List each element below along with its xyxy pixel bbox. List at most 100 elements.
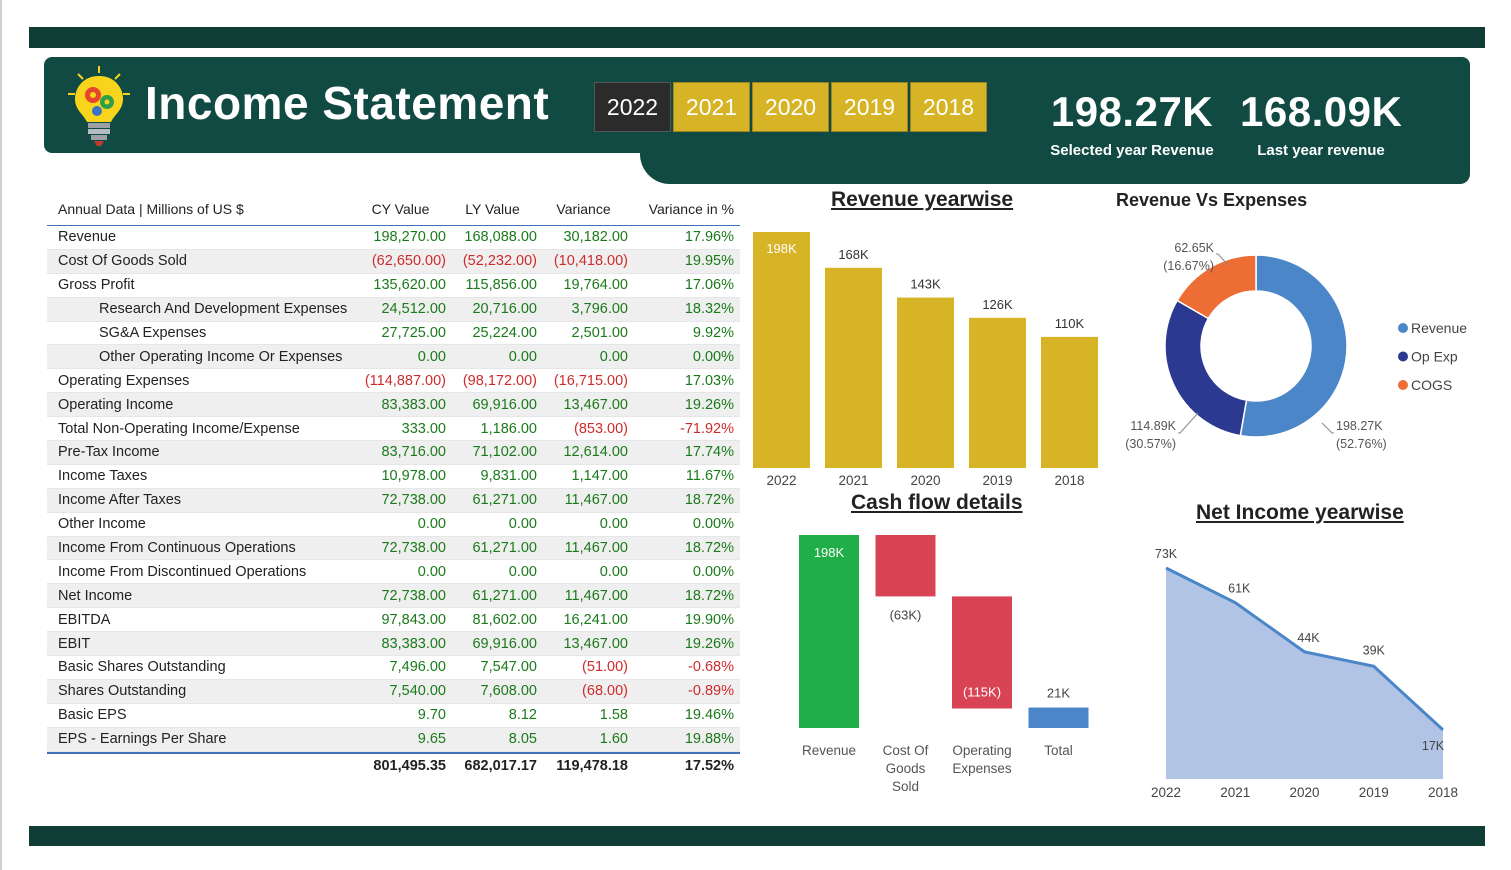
- table-row[interactable]: EPS - Earnings Per Share 9.65 8.05 1.60 19.8…: [47, 727, 740, 752]
- cell-ly-value: 8.05: [508, 731, 537, 748]
- cashflow-waterfall-chart[interactable]: 198K Revenue (63K) Cost Of Goods Sold (115K) Op…: [785, 525, 1105, 805]
- table-row[interactable]: Total Non-Operating Income/Expense 333.00…: [47, 417, 740, 442]
- table-row[interactable]: Income From Discontinued Operations 0.00 0…: [47, 560, 740, 585]
- cell-ly-value: 0.00: [508, 348, 537, 365]
- table-row[interactable]: Income After Taxes 72,738.00 61,271.00 11,4…: [47, 488, 740, 513]
- cell-ly-value: 8.12: [508, 707, 537, 724]
- header-ly-value[interactable]: LY Value: [465, 200, 520, 217]
- waterfall-x-tick: Expenses: [952, 761, 1012, 776]
- cell-variance-pct: -71.92%: [679, 420, 734, 437]
- cell-variance-pct: 17.06%: [684, 277, 734, 294]
- table-row[interactable]: Other Income 0.00 0.00 0.00 0.00%: [47, 513, 740, 537]
- cell-ly-value: 115,856.00: [465, 277, 538, 294]
- net-income-data-label: 44K: [1297, 631, 1320, 645]
- cell-variance: 30,182.00: [563, 229, 628, 246]
- net-income-x-tick: 2019: [1359, 785, 1389, 800]
- row-label: Other Operating Income Or Expenses: [99, 348, 343, 365]
- header-annual-data[interactable]: Annual Data | Millions of US $: [58, 200, 244, 217]
- waterfall-x-tick: Sold: [892, 779, 919, 794]
- table-row[interactable]: Other Operating Income Or Expenses 0.00 0.…: [47, 345, 740, 370]
- waterfall-x-tick: Operating: [952, 743, 1011, 758]
- revenue-data-label: 126K: [982, 297, 1013, 312]
- table-row[interactable]: Research And Development Expenses 24,512.…: [47, 297, 740, 322]
- cell-ly-value: 0.00: [508, 563, 537, 580]
- cell-variance: 11,467.00: [564, 492, 628, 509]
- cell-variance: (853.00): [573, 420, 628, 437]
- lightbulb-gears-icon: [68, 66, 130, 146]
- donut-pct-label: (16.67%): [1163, 259, 1214, 273]
- table-row[interactable]: Cost Of Goods Sold (62,650.00) (52,232.00)…: [47, 249, 740, 274]
- year-tab-2019[interactable]: 2019: [831, 82, 908, 132]
- table-row[interactable]: SG&A Expenses 27,725.00 25,224.00 2,501.00 9…: [47, 322, 740, 346]
- row-label: Total Non-Operating Income/Expense: [58, 420, 300, 437]
- table-row[interactable]: Basic Shares Outstanding 7,496.00 7,547.00…: [47, 656, 740, 680]
- waterfall-bar: [1028, 707, 1089, 728]
- table-row[interactable]: Income Taxes 10,978.00 9,831.00 1,147.00 11.…: [47, 465, 740, 489]
- cell-ly-value: 61,271.00: [472, 540, 537, 557]
- cell-variance-pct: 19.90%: [684, 611, 734, 628]
- cell-cy-value: 83,383.00: [381, 635, 446, 652]
- cell-variance-pct: -0.68%: [688, 659, 734, 676]
- year-tab-2021[interactable]: 2021: [673, 82, 750, 132]
- left-frame-line: [0, 0, 2, 870]
- table-row[interactable]: Basic EPS 9.70 8.12 1.58 19.46%: [47, 704, 740, 728]
- table-row[interactable]: Pre-Tax Income 83,716.00 71,102.00 12,614.0…: [47, 441, 740, 465]
- table-row[interactable]: EBIT 83,383.00 69,916.00 13,467.00 19.26%: [47, 632, 740, 657]
- kpi-value: 198.27K: [1050, 88, 1214, 135]
- kpi-last-year-revenue: 168.09K Last year revenue: [1240, 88, 1402, 159]
- table-row[interactable]: Operating Expenses (114,887.00) (98,172.00…: [47, 369, 740, 394]
- revenue-x-tick: 2022: [766, 473, 796, 488]
- cell-variance-pct: 19.46%: [684, 707, 734, 724]
- revenue-bar: [897, 297, 954, 468]
- cell-ly-value: 0.00: [508, 516, 537, 533]
- donut-value-label: 198.27K: [1336, 419, 1383, 433]
- table-row[interactable]: Gross Profit 135,620.00 115,856.00 19,764.0…: [47, 274, 740, 298]
- header-cy-value[interactable]: CY Value: [371, 200, 430, 217]
- table-row[interactable]: Shares Outstanding 7,540.00 7,608.00 (68.00…: [47, 679, 740, 704]
- row-label: Net Income: [58, 587, 133, 604]
- cell-cy-value: 7,540.00: [389, 683, 446, 700]
- donut-pct-label: (30.57%): [1125, 437, 1176, 451]
- net-income-data-label: 61K: [1228, 582, 1251, 596]
- cell-ly-value: 71,102.00: [472, 444, 537, 461]
- table-body: Revenue 198,270.00 168,088.00 30,182.00 17.9…: [47, 226, 740, 752]
- cell-cy-value: 9.70: [417, 707, 446, 724]
- row-label: Other Income: [58, 516, 146, 533]
- cell-cy-value: 97,843.00: [381, 611, 446, 628]
- cell-cy-value: (114,887.00): [364, 372, 446, 389]
- year-tab-2022[interactable]: 2022: [594, 82, 671, 132]
- cell-ly-value: (98,172.00): [462, 372, 537, 389]
- cell-ly-value: 20,716.00: [472, 301, 537, 318]
- table-row[interactable]: Operating Income 83,383.00 69,916.00 13,467…: [47, 393, 740, 418]
- cell-ly-value: 25,224.00: [472, 325, 537, 341]
- income-statement-table: Annual Data | Millions of US $ CY Value …: [47, 192, 740, 778]
- cell-variance: 2,501.00: [571, 325, 628, 341]
- cell-variance-pct: 19.95%: [684, 253, 734, 270]
- cell-variance-pct: 18.72%: [684, 492, 734, 509]
- cell-variance: 11,467.00: [564, 540, 628, 557]
- row-label: Income After Taxes: [58, 492, 182, 509]
- cell-variance: 1.60: [599, 731, 628, 748]
- header-variance[interactable]: Variance: [556, 200, 611, 217]
- cell-cy-value: 83,716.00: [381, 444, 446, 461]
- year-tab-2018[interactable]: 2018: [910, 82, 987, 132]
- cell-variance: 19,764.00: [563, 277, 628, 294]
- cell-variance: 1.58: [599, 707, 628, 724]
- revenue-vs-expenses-donut[interactable]: 198.27K (52.76%) 114.89K (30.57%) 62.65K (16.…: [1110, 230, 1490, 470]
- table-row[interactable]: Net Income 72,738.00 61,271.00 11,467.00 18.…: [47, 584, 740, 609]
- table-row[interactable]: Revenue 198,270.00 168,088.00 30,182.00 17.9…: [47, 226, 740, 250]
- legend-marker: [1398, 323, 1408, 333]
- cell-variance: 12,614.00: [563, 444, 628, 461]
- header-variance-pct[interactable]: Variance in %: [648, 200, 734, 217]
- cell-ly-value: 69,916.00: [472, 396, 537, 413]
- cell-variance-pct: 11.67%: [685, 468, 734, 485]
- donut-slice-cogs: [1176, 254, 1257, 320]
- cell-cy-value: 7,496.00: [389, 659, 446, 676]
- revenue-bar-chart[interactable]: 198K 2022 168K 2021 143K 2020 126K 2019 110K 2018: [745, 220, 1110, 495]
- year-tab-2020[interactable]: 2020: [752, 82, 829, 132]
- revenue-chart-title: Revenue yearwise: [831, 188, 1014, 211]
- row-label: SG&A Expenses: [99, 325, 207, 341]
- table-row[interactable]: EBITDA 97,843.00 81,602.00 16,241.00 19.90%: [47, 608, 740, 633]
- table-row[interactable]: Income From Continuous Operations 72,738.…: [47, 536, 740, 561]
- net-income-area-chart[interactable]: 73K 2022 61K 2021 44K 2020 39K 2019 17K 2018: [1130, 540, 1480, 805]
